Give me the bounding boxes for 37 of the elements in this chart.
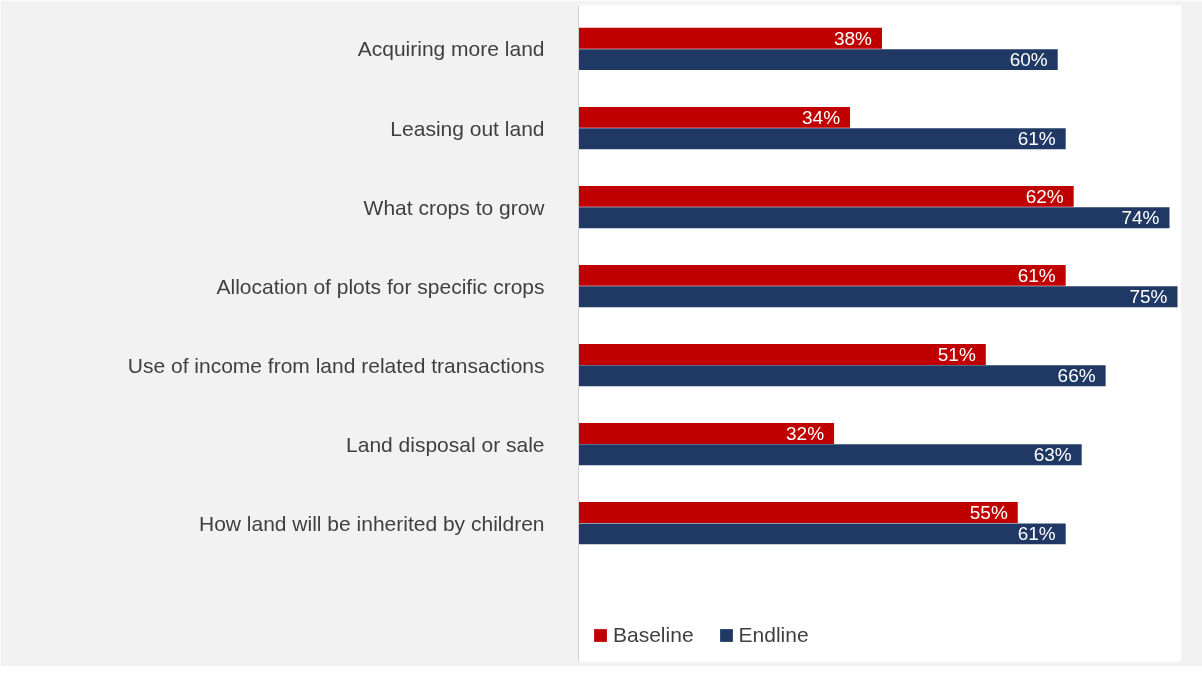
bar bbox=[578, 27, 882, 49]
data-label: 61% bbox=[1017, 523, 1056, 545]
data-label: 55% bbox=[969, 502, 1008, 524]
legend-label: Baseline bbox=[613, 623, 694, 647]
data-label: 61% bbox=[1017, 128, 1056, 150]
data-label: 63% bbox=[1033, 444, 1072, 466]
legend-label: Endline bbox=[738, 623, 809, 647]
bar bbox=[578, 423, 835, 444]
data-label: 51% bbox=[937, 343, 976, 365]
bar bbox=[578, 106, 851, 128]
bar bbox=[578, 343, 986, 365]
bar bbox=[578, 207, 1170, 229]
bar bbox=[578, 286, 1178, 308]
data-label: 74% bbox=[1121, 207, 1160, 229]
data-label: 75% bbox=[1129, 286, 1168, 308]
y-tick-label: Land disposal or sale bbox=[346, 432, 545, 456]
y-tick-label: Acquiring more land bbox=[357, 37, 545, 61]
bar bbox=[578, 128, 1066, 150]
y-tick-label: What crops to grow bbox=[363, 195, 546, 219]
bar bbox=[578, 365, 1106, 387]
y-tick-label: Allocation of plots for specific crops bbox=[216, 274, 545, 298]
y-tick-label: How land will be inherited by children bbox=[198, 511, 545, 535]
data-label: 61% bbox=[1017, 264, 1056, 286]
bar bbox=[578, 523, 1066, 545]
y-tick-label: Leasing out land bbox=[390, 116, 545, 140]
bar bbox=[578, 502, 1018, 523]
data-label: 66% bbox=[1057, 365, 1096, 387]
data-label: 38% bbox=[833, 27, 873, 49]
y-tick-label: Use of income from land related transactions bbox=[127, 353, 545, 377]
data-label: 60% bbox=[1009, 49, 1048, 71]
bar bbox=[578, 444, 1082, 466]
data-label: 62% bbox=[1025, 185, 1064, 207]
data-label: 32% bbox=[786, 422, 825, 444]
data-label: 34% bbox=[802, 106, 841, 128]
bar bbox=[578, 264, 1066, 286]
bar bbox=[578, 185, 1074, 207]
bar bbox=[578, 49, 1058, 71]
